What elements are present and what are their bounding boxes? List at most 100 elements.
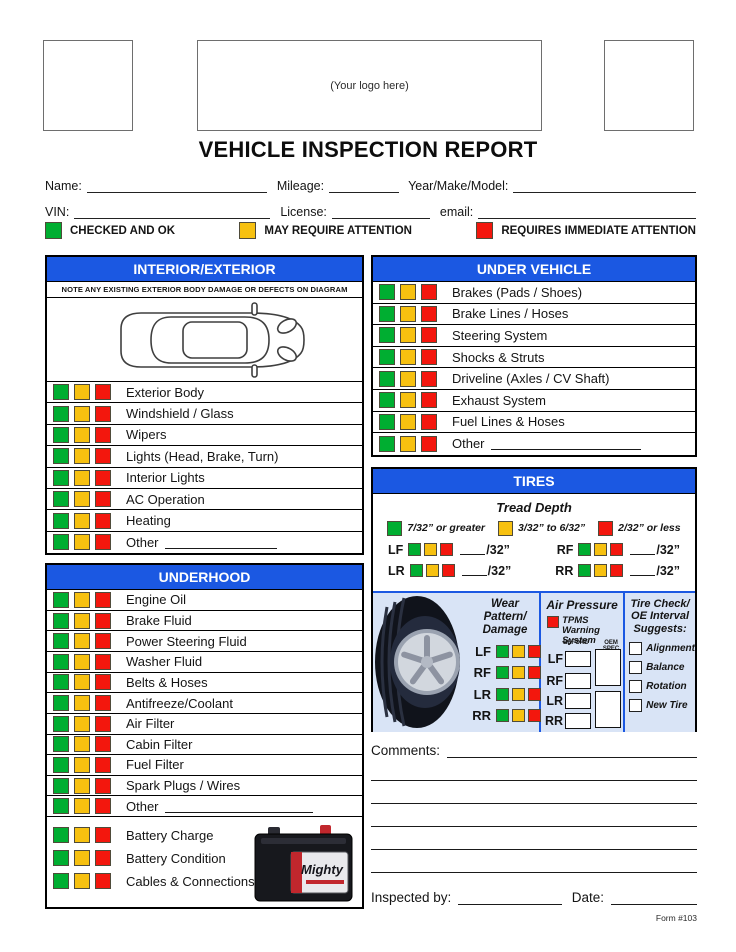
status-yellow-checkbox[interactable] <box>400 435 416 452</box>
status-yellow-checkbox[interactable] <box>74 798 90 815</box>
pressure-before-input-box[interactable] <box>565 712 592 729</box>
tread-depth-input-line[interactable] <box>460 544 486 556</box>
status-yellow-checkbox[interactable] <box>400 284 416 301</box>
status-green-checkbox[interactable] <box>53 384 69 401</box>
status-red-checkbox[interactable] <box>95 384 111 401</box>
status-green-checkbox[interactable] <box>379 413 395 430</box>
status-red-checkbox[interactable] <box>528 644 541 658</box>
status-yellow-checkbox[interactable] <box>400 413 416 430</box>
status-yellow-checkbox[interactable] <box>400 305 416 322</box>
option-checkbox[interactable] <box>629 679 643 693</box>
status-red-checkbox[interactable] <box>421 370 437 387</box>
status-green-checkbox[interactable] <box>53 591 69 608</box>
status-red-checkbox[interactable] <box>440 543 454 557</box>
date-input-line[interactable] <box>611 891 697 905</box>
status-red-checkbox[interactable] <box>95 491 111 508</box>
status-green-checkbox[interactable] <box>53 827 69 843</box>
status-green-checkbox[interactable] <box>53 405 69 422</box>
status-green-checkbox[interactable] <box>578 543 592 557</box>
tread-depth-input-line[interactable] <box>630 544 656 556</box>
vin-input-line[interactable] <box>74 204 271 219</box>
status-red-checkbox[interactable] <box>421 435 437 452</box>
status-green-checkbox[interactable] <box>409 564 423 578</box>
tread-depth-input-line[interactable] <box>630 565 656 577</box>
status-yellow-checkbox[interactable] <box>74 674 90 691</box>
status-yellow-checkbox[interactable] <box>594 543 608 557</box>
status-red-checkbox[interactable] <box>95 512 111 529</box>
status-yellow-checkbox[interactable] <box>74 736 90 753</box>
status-yellow-checkbox[interactable] <box>74 850 90 866</box>
status-yellow-checkbox[interactable] <box>74 715 90 732</box>
status-green-checkbox[interactable] <box>496 644 509 658</box>
status-red-checkbox[interactable] <box>95 715 111 732</box>
status-yellow-checkbox[interactable] <box>424 543 438 557</box>
status-green-checkbox[interactable] <box>53 777 69 794</box>
inspected-by-input-line[interactable] <box>458 891 562 905</box>
status-green-checkbox[interactable] <box>53 512 69 529</box>
status-red-checkbox[interactable] <box>610 543 624 557</box>
status-red-checkbox[interactable] <box>95 674 111 691</box>
status-red-checkbox[interactable] <box>95 873 111 889</box>
status-yellow-checkbox[interactable] <box>74 653 90 670</box>
status-green-checkbox[interactable] <box>53 674 69 691</box>
status-yellow-checkbox[interactable] <box>74 426 90 443</box>
option-checkbox[interactable] <box>629 641 643 655</box>
status-yellow-checkbox[interactable] <box>74 512 90 529</box>
tread-depth-input-line[interactable] <box>461 565 487 577</box>
status-yellow-checkbox[interactable] <box>425 564 439 578</box>
status-red-checkbox[interactable] <box>95 405 111 422</box>
status-green-checkbox[interactable] <box>53 873 69 889</box>
status-green-checkbox[interactable] <box>496 687 509 701</box>
oem-spec-input-box-rear[interactable] <box>595 690 622 728</box>
status-green-checkbox[interactable] <box>379 305 395 322</box>
comments-rule-line[interactable] <box>371 827 697 850</box>
pressure-before-input-box[interactable] <box>565 672 592 689</box>
comments-rule-line[interactable] <box>371 850 697 873</box>
oem-spec-input-box-front[interactable] <box>595 648 622 686</box>
status-green-checkbox[interactable] <box>53 715 69 732</box>
status-red-checkbox[interactable] <box>421 284 437 301</box>
other-input-line[interactable] <box>164 800 313 813</box>
status-red-checkbox[interactable] <box>95 448 111 465</box>
status-yellow-checkbox[interactable] <box>74 534 90 551</box>
comments-rule-line[interactable] <box>371 758 697 781</box>
status-yellow-checkbox[interactable] <box>74 612 90 629</box>
status-green-checkbox[interactable] <box>408 543 422 557</box>
status-yellow-checkbox[interactable] <box>74 695 90 712</box>
other-input-line[interactable] <box>164 536 277 549</box>
status-yellow-checkbox[interactable] <box>74 777 90 794</box>
status-green-checkbox[interactable] <box>379 392 395 409</box>
status-red-checkbox[interactable] <box>95 469 111 486</box>
status-yellow-checkbox[interactable] <box>74 384 90 401</box>
status-red-checkbox[interactable] <box>95 612 111 629</box>
status-red-checkbox[interactable] <box>95 534 111 551</box>
status-yellow-checkbox[interactable] <box>400 349 416 366</box>
status-yellow-checkbox[interactable] <box>400 370 416 387</box>
status-green-checkbox[interactable] <box>53 534 69 551</box>
status-red-checkbox[interactable] <box>421 327 437 344</box>
status-red-checkbox[interactable] <box>441 564 455 578</box>
status-yellow-checkbox[interactable] <box>512 644 525 658</box>
license-input-line[interactable] <box>331 204 430 219</box>
status-green-checkbox[interactable] <box>379 349 395 366</box>
status-red-checkbox[interactable] <box>95 633 111 650</box>
status-green-checkbox[interactable] <box>379 284 395 301</box>
status-green-checkbox[interactable] <box>53 798 69 815</box>
status-green-checkbox[interactable] <box>53 850 69 866</box>
status-red-checkbox[interactable] <box>528 687 541 701</box>
status-yellow-checkbox[interactable] <box>74 469 90 486</box>
status-red-checkbox[interactable] <box>421 349 437 366</box>
status-green-checkbox[interactable] <box>53 612 69 629</box>
status-green-checkbox[interactable] <box>379 370 395 387</box>
status-green-checkbox[interactable] <box>53 695 69 712</box>
year-make-model-input-line[interactable] <box>513 178 696 193</box>
status-red-checkbox[interactable] <box>421 305 437 322</box>
status-green-checkbox[interactable] <box>379 327 395 344</box>
status-green-checkbox[interactable] <box>53 448 69 465</box>
status-yellow-checkbox[interactable] <box>74 491 90 508</box>
status-red-checkbox[interactable] <box>528 709 541 723</box>
comments-input-line[interactable] <box>447 744 697 758</box>
status-red-checkbox[interactable] <box>95 426 111 443</box>
status-green-checkbox[interactable] <box>53 633 69 650</box>
status-red-checkbox[interactable] <box>95 736 111 753</box>
